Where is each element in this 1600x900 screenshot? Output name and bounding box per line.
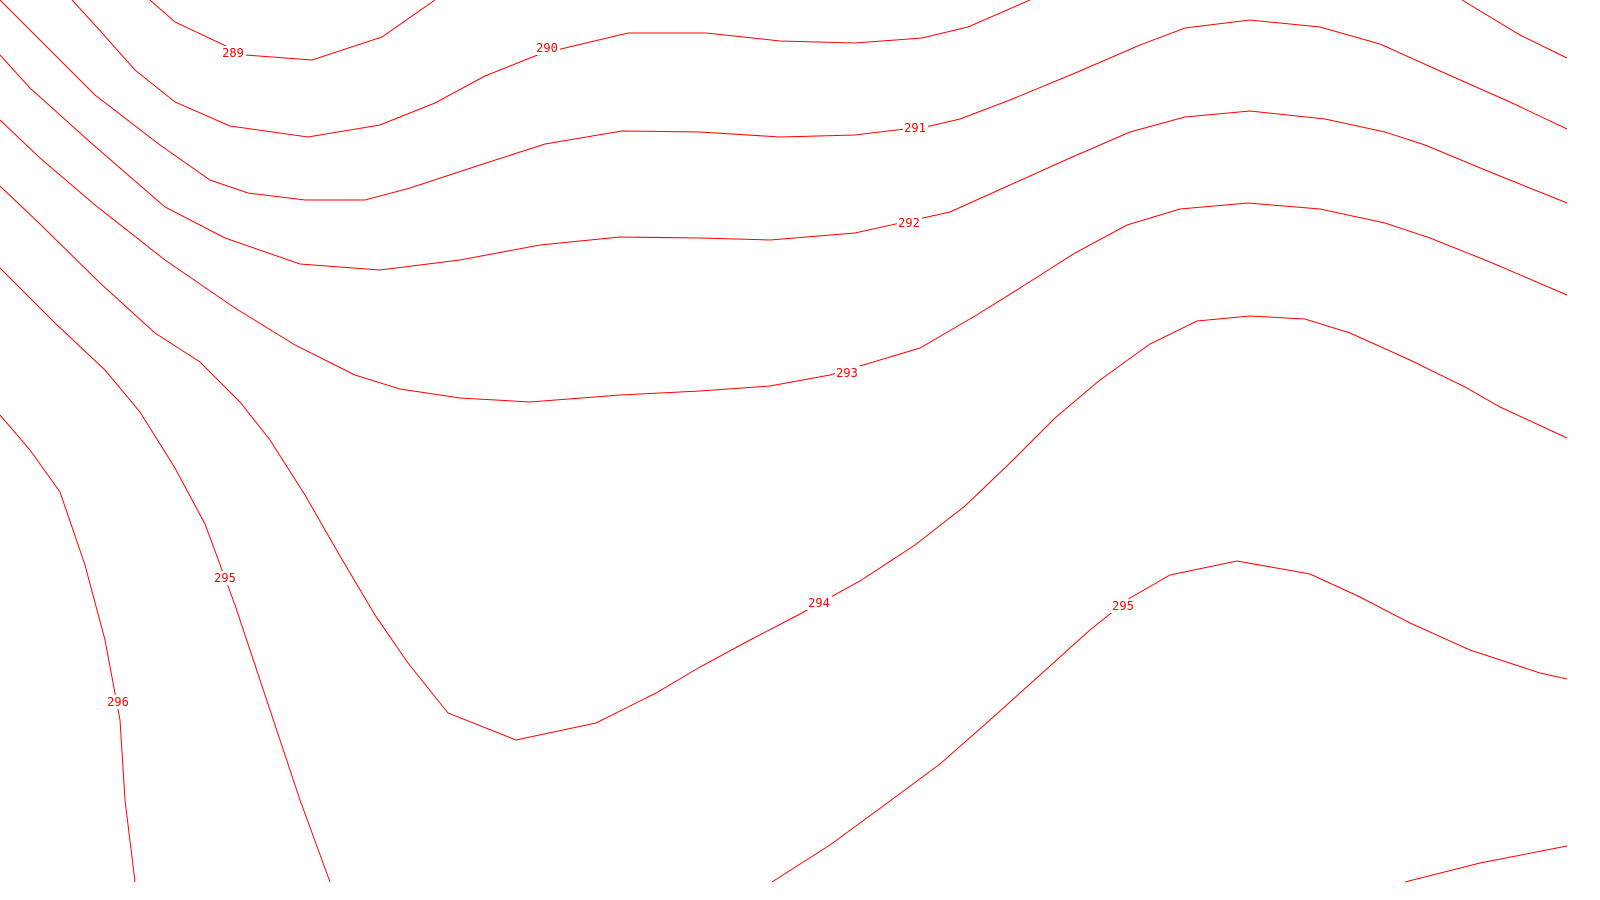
contour-line-290-b — [1461, 0, 1568, 59]
contour-line-296-right — [1404, 845, 1568, 883]
contour-label-295-right: 295 — [1112, 599, 1134, 613]
contour-line-291 — [0, 0, 1568, 201]
contour-label-295-left: 295 — [214, 571, 236, 585]
contour-line-296 — [0, 414, 136, 883]
contour-line-293 — [0, 119, 1568, 403]
contour-label-289: 289 — [222, 46, 244, 60]
contour-label-292: 292 — [898, 216, 920, 230]
contour-label-290: 290 — [536, 41, 558, 55]
contour-label-293: 293 — [836, 366, 858, 380]
contour-line-294 — [0, 185, 1568, 741]
contour-line-295-right — [771, 560, 1568, 883]
contour-label-294: 294 — [808, 596, 830, 610]
contour-line-290-a — [71, 0, 1031, 138]
contour-label-296: 296 — [107, 695, 129, 709]
contour-line-295-left — [0, 267, 331, 883]
contour-line-289 — [149, 0, 436, 61]
contour-label-291: 291 — [904, 121, 926, 135]
contour-line-292 — [0, 54, 1568, 271]
